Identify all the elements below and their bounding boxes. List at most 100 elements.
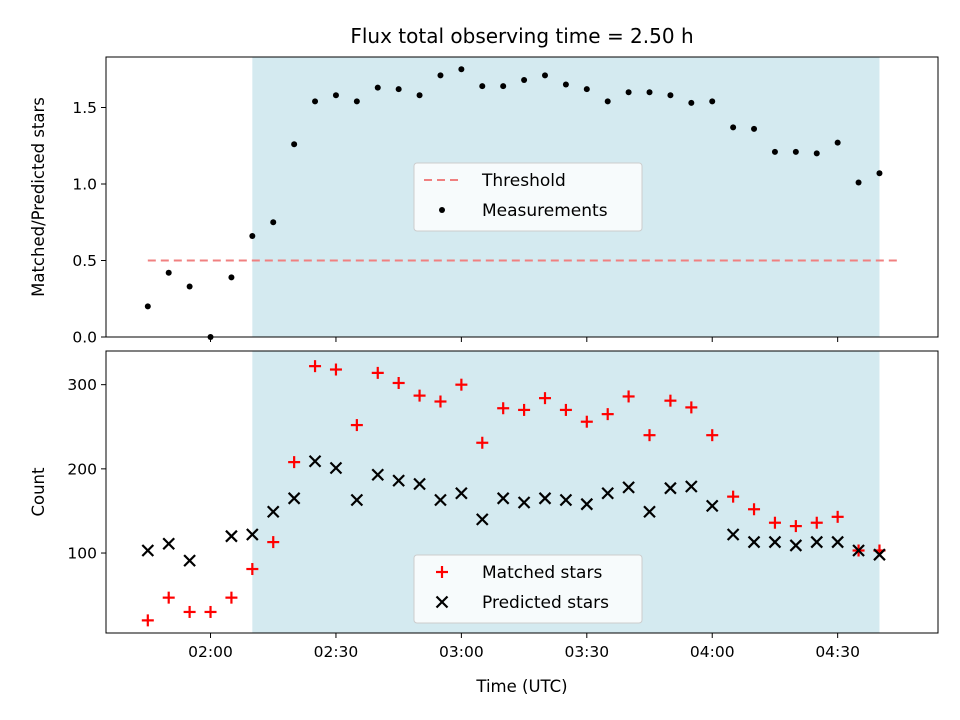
measurements-point — [792, 148, 799, 155]
predicted-stars-point — [726, 528, 740, 541]
predicted-stars-point — [873, 548, 886, 561]
measurements-point — [186, 283, 193, 290]
y-tick-label: 200 — [67, 460, 97, 478]
measurements-point — [144, 303, 151, 310]
measurements-point — [165, 269, 172, 276]
matched-stars-point — [455, 378, 468, 391]
predicted-stars-point — [308, 454, 322, 468]
matched-stars-point — [601, 408, 614, 421]
legend-label-measurements: Measurements — [482, 201, 608, 221]
legend: Threshold Measurements — [413, 162, 643, 232]
matched-stars-point — [789, 520, 802, 533]
y-tick-label: 1.5 — [72, 99, 97, 117]
legend-swatch-predicted-stars — [435, 595, 449, 609]
measurements-point — [541, 72, 548, 79]
x-axis-label: Time (UTC) — [475, 677, 567, 696]
measurements-point — [458, 66, 465, 73]
measurements-point — [479, 83, 486, 90]
matched-stars-point — [768, 516, 781, 529]
predicted-stars-point — [664, 481, 677, 495]
predicted-stars-point — [810, 535, 824, 549]
predicted-stars-point — [517, 496, 531, 509]
matched-stars-point — [141, 614, 154, 627]
predicted-stars-point — [413, 477, 426, 491]
predicted-stars-point — [852, 544, 865, 557]
measurements-point — [312, 98, 319, 105]
x-tick-label: 02:30 — [314, 643, 359, 661]
ratio-panel: 0.0 0.5 1.0 1.5 Matched/Predicted stars Thres… — [29, 56, 939, 347]
legend-swatch-matched-stars — [436, 566, 448, 578]
measurements-point — [855, 179, 862, 186]
predicted-stars-point — [162, 537, 175, 551]
measurements-point — [437, 72, 444, 79]
predicted-stars-point — [601, 486, 614, 500]
measurements-point — [332, 92, 339, 99]
y-tick-label: 100 — [67, 545, 97, 563]
matched-stars-point — [329, 363, 342, 376]
predicted-stars-point — [559, 493, 573, 507]
plot-frame — [105, 350, 939, 634]
predicted-stars-point — [266, 505, 280, 519]
matched-stars-point — [288, 456, 301, 469]
predicted-stars-point — [476, 513, 489, 526]
y-axis-label: Count — [29, 467, 48, 517]
matched-stars-point — [476, 436, 489, 449]
measurements-point — [249, 233, 256, 240]
predicted-stars-point — [580, 497, 594, 511]
measurements-point — [730, 124, 737, 131]
matched-stars-point — [204, 605, 217, 618]
predicted-stars-point — [622, 481, 635, 494]
measurements-point — [876, 170, 883, 177]
measurements-point — [395, 86, 402, 93]
measurements-point — [521, 76, 528, 83]
measurements-point — [834, 139, 841, 146]
legend-label-predicted-stars: Predicted stars — [482, 593, 609, 613]
measurements-point — [374, 84, 381, 91]
matched-stars-point — [831, 510, 844, 523]
matched-stars-point — [643, 429, 656, 442]
legend-label-threshold: Threshold — [481, 171, 566, 191]
predicted-stars-point — [747, 535, 761, 549]
measurements-point — [353, 98, 360, 105]
predicted-stars-point — [371, 468, 385, 482]
predicted-stars-point — [141, 544, 155, 557]
measurements-point — [583, 86, 590, 93]
measurements-point — [646, 89, 653, 96]
y-tick-label: 0.5 — [72, 252, 97, 270]
matched-stars-point — [580, 415, 593, 428]
measurements-point — [709, 98, 716, 105]
matched-stars-point — [559, 403, 572, 416]
matched-stars-point — [748, 503, 761, 516]
measurements-point — [771, 148, 778, 155]
measurements-point — [625, 89, 632, 96]
matched-stars-point — [350, 419, 363, 432]
x-tick-label: 04:30 — [815, 643, 860, 661]
matched-stars-point — [183, 605, 196, 618]
matched-stars-point — [434, 395, 447, 408]
legend-swatch-measurements — [439, 207, 445, 213]
count-panel: 100 200 300 02:00 02:30 03:00 03:30 04:00 04:30 C… — [29, 350, 939, 661]
predicted-stars-point — [768, 535, 782, 549]
matched-stars-point — [685, 401, 698, 414]
predicted-stars-point — [643, 505, 656, 519]
legend-label-matched-stars: Matched stars — [482, 563, 602, 583]
matched-stars-point — [538, 392, 551, 405]
y-tick-label: 0.0 — [72, 329, 97, 347]
predicted-stars-point — [329, 461, 343, 475]
matched-stars-point — [162, 591, 175, 604]
predicted-stars-point — [434, 493, 447, 507]
measurements-point — [751, 125, 758, 132]
measurements-point — [291, 141, 298, 148]
y-tick-label: 1.0 — [72, 175, 97, 193]
x-tick-label: 03:00 — [439, 643, 484, 661]
matched-stars-point — [267, 536, 280, 549]
predicted-stars-point — [392, 474, 405, 487]
y-tick-label: 300 — [67, 376, 97, 394]
measurements-point — [813, 150, 820, 157]
chart-title: Flux total observing time = 2.50 h — [350, 24, 693, 48]
predicted-stars-point — [789, 539, 803, 552]
predicted-stars-point — [705, 499, 719, 513]
predicted-stars-point — [183, 554, 196, 567]
predicted-stars-point — [287, 492, 301, 505]
